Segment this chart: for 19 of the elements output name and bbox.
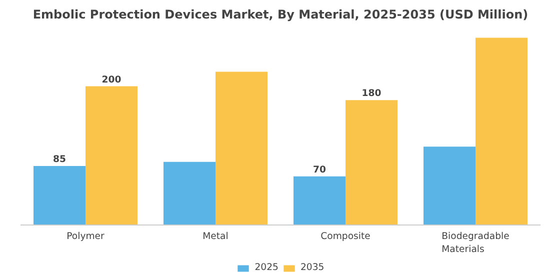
legend-label: 2035 [300, 262, 324, 273]
bar [164, 162, 216, 225]
bar [346, 100, 398, 225]
bar [476, 38, 528, 225]
data-label: 180 [362, 88, 382, 100]
x-tick-label: Polymer [66, 230, 105, 242]
bar [424, 146, 476, 225]
bar [86, 86, 138, 225]
bar [34, 166, 86, 225]
x-tick-label: Metal [202, 230, 228, 242]
data-label: 200 [102, 74, 122, 86]
x-tick-label: Biodegradable Materials [442, 230, 510, 256]
chart-title: Embolic Protection Devices Market, By Material, 2025-2035 (USD Million) [32, 8, 528, 22]
x-tick-label: Composite [320, 230, 371, 242]
bar [294, 176, 346, 225]
data-label: 70 [313, 164, 326, 176]
data-label: 85 [53, 154, 66, 166]
legend-label: 2025 [254, 262, 278, 273]
bar [216, 72, 268, 225]
